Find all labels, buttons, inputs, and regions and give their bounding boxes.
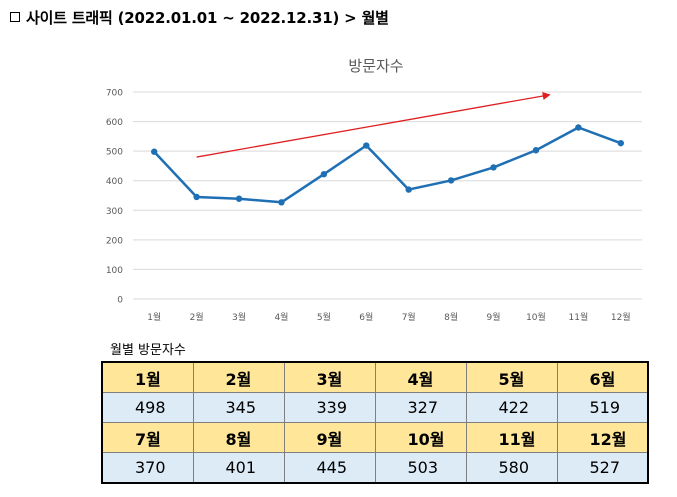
x-tick-label: 5월: [317, 311, 331, 323]
data-point: [363, 142, 370, 149]
month-cell: 3월: [283, 361, 376, 393]
x-tick-label: 3월: [232, 311, 246, 323]
value-cell: 370: [101, 452, 194, 484]
y-tick-label: 100: [106, 266, 123, 276]
data-point: [575, 124, 582, 131]
x-tick-label: 9월: [487, 311, 501, 323]
data-point: [447, 177, 455, 184]
chart-title: 방문자수: [348, 57, 403, 75]
x-tick-label: 2월: [190, 311, 204, 323]
series-line: [153, 126, 622, 204]
month-cell: 10월: [374, 422, 467, 453]
value-cell: 401: [192, 452, 285, 484]
month-cell: 11월: [465, 422, 558, 453]
data-point: [532, 147, 540, 154]
table-value-row: 370 401 445 503 580 527: [101, 452, 649, 484]
value-cell: 327: [374, 392, 467, 423]
y-tick-label: 200: [106, 236, 123, 246]
y-tick-label: 300: [106, 207, 123, 217]
x-tick-label: 11월: [569, 311, 589, 323]
y-tick-label: 0: [117, 296, 123, 306]
month-cell: 1월: [101, 361, 194, 393]
data-point: [320, 171, 328, 178]
data-point: [490, 164, 497, 171]
data-point: [193, 193, 200, 201]
table-caption: 월별 방문자수: [110, 343, 186, 358]
section-title: 사이트 트래픽 (2022.01.01 ~ 2022.12.31) > 월별: [8, 7, 389, 28]
month-cell: 6월: [556, 361, 649, 393]
value-cell: 519: [556, 392, 649, 423]
value-cell: 345: [192, 392, 285, 423]
x-tick-label: 8월: [444, 311, 458, 323]
month-cell: 4월: [374, 361, 467, 393]
data-point: [278, 199, 285, 206]
value-cell: 498: [101, 392, 194, 423]
value-cell: 422: [465, 392, 558, 423]
value-cell: 339: [283, 392, 376, 423]
month-cell: 5월: [465, 361, 558, 393]
y-tick-label: 400: [106, 177, 123, 187]
data-point: [405, 186, 412, 193]
x-tick-label: 4월: [274, 311, 288, 323]
value-cell: 527: [556, 452, 649, 484]
y-tick-label: 500: [106, 148, 123, 158]
data-point: [617, 139, 624, 147]
x-tick-label: 1월: [147, 311, 161, 323]
y-tick-label: 700: [106, 89, 123, 99]
monthly-visitors-table: 1월 2월 3월 4월 5월 6월 498 345 339 327 422 51…: [101, 361, 649, 484]
x-tick-label: 6월: [359, 311, 373, 323]
month-cell: 9월: [283, 422, 376, 453]
x-tick-label: 12월: [611, 311, 631, 323]
month-cell: 7월: [101, 422, 194, 453]
section-title-text: 사이트 트래픽 (2022.01.01 ~ 2022.12.31) > 월별: [26, 9, 389, 27]
x-tick-label: 7월: [402, 311, 416, 323]
value-cell: 503: [374, 452, 467, 484]
month-cell: 8월: [192, 422, 285, 453]
month-cell: 12월: [556, 422, 649, 453]
x-tick-label: 10월: [526, 311, 546, 323]
table-header-row: 7월 8월 9월 10월 11월 12월: [101, 422, 649, 453]
checkbox-icon: [10, 12, 20, 22]
trend-arrow: [196, 92, 551, 158]
data-point: [235, 195, 243, 202]
y-tick-label: 600: [106, 118, 123, 128]
table-value-row: 498 345 339 327 422 519: [101, 392, 649, 423]
visitors-line-chart: 방문자수 0 100 200 300 400 500 600 700 1월 2월 3월 4월 5월 6월…: [106, 57, 642, 323]
value-cell: 445: [283, 452, 376, 484]
value-cell: 580: [465, 452, 558, 484]
table-header-row: 1월 2월 3월 4월 5월 6월: [101, 361, 649, 393]
month-cell: 2월: [192, 361, 285, 393]
data-point: [151, 148, 158, 155]
